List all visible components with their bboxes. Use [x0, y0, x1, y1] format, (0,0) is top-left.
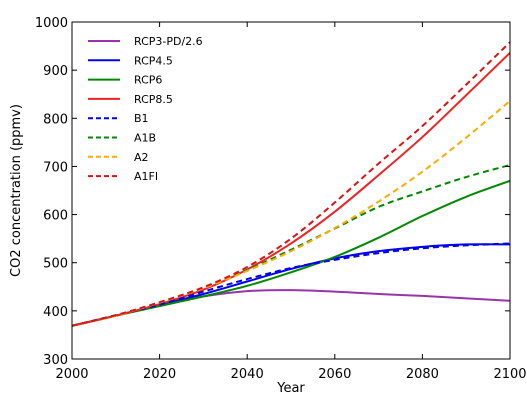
y-tick-label: 700: [43, 160, 68, 175]
y-tick-label: 400: [43, 305, 68, 320]
series-line-b1: [72, 242, 510, 327]
x-tick-label: 2000: [55, 367, 88, 382]
legend-label-b1: B1: [134, 112, 149, 125]
x-tick-label: 2080: [406, 367, 439, 382]
y-axis-label: CO2 concentration (ppmv): [9, 104, 24, 277]
legend-label-rcp3-pd-2-6: RCP3-PD/2.6: [134, 35, 203, 48]
x-tick-label: 2100: [493, 367, 526, 382]
y-tick-label: 500: [43, 257, 68, 272]
series-line-a1b: [72, 164, 510, 327]
series-line-rcp3-pd-2-6: [72, 289, 510, 327]
legend-label-a2: A2: [134, 151, 149, 164]
legend-label-rcp4-5: RCP4.5: [134, 54, 173, 67]
series-line-rcp8-5: [72, 52, 510, 327]
legend: RCP3-PD/2.6 RCP4.5 RCP6 RCP8.5 B1 A1B A2 A1FI: [88, 35, 203, 183]
y-tick-label: 300: [43, 353, 68, 368]
series-line-rcp6: [72, 179, 510, 327]
legend-label-rcp8-5: RCP8.5: [134, 93, 173, 106]
x-tick-label: 2060: [318, 367, 351, 382]
ticks-layer: 2000 2020 2040 2060 2080 2100 300 400 500 600 700 8…: [35, 16, 527, 382]
plot-frame: [71, 21, 511, 360]
legend-label-a1fi: A1FI: [134, 170, 158, 183]
series-line-a2: [72, 100, 510, 327]
legend-label-a1b: A1B: [134, 132, 156, 145]
x-tick-label: 2040: [231, 367, 264, 382]
x-tick-label: 2020: [143, 367, 176, 382]
y-tick-label: 600: [43, 209, 68, 224]
y-tick-label: 900: [43, 64, 68, 79]
y-tick-label: 800: [43, 112, 68, 127]
series-line-rcp4-5: [72, 243, 510, 327]
legend-label-rcp6: RCP6: [134, 74, 162, 87]
series-layer: [72, 41, 510, 327]
y-tick-label: 1000: [35, 16, 68, 31]
x-axis-label: Year: [276, 381, 305, 394]
